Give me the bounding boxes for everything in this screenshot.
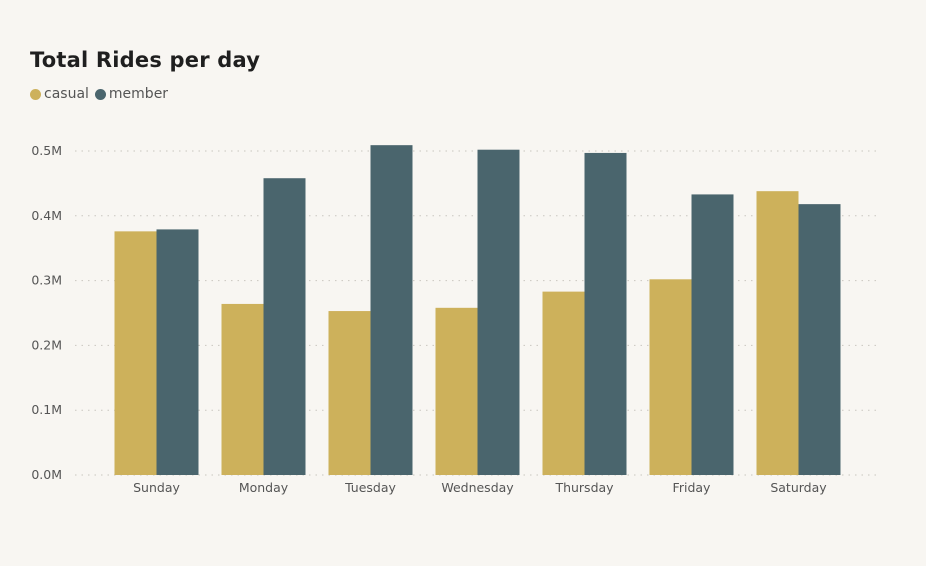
bar-member-saturday [798,204,841,476]
x-tick-label-monday: Monday [239,480,289,495]
x-tick-label-saturday: Saturday [770,480,827,495]
y-tick-label-0: 0.0M [31,467,62,482]
y-tick-label-1: 0.1M [31,402,62,417]
legend: casual member [30,86,174,102]
bar-casual-monday [221,303,264,475]
bar-casual-tuesday [328,311,371,475]
bar-casual-wednesday [435,307,478,475]
bar-casual-sunday [114,231,157,475]
y-tick-label-4: 0.4M [31,208,62,223]
bar-member-sunday [156,229,199,475]
y-tick-label-5: 0.5M [31,143,62,158]
bar-member-monday [263,178,306,475]
legend-item-casual[interactable]: casual [30,86,89,102]
bar-casual-thursday [542,291,585,475]
x-tick-label-thursday: Thursday [554,480,614,495]
x-tick-label-wednesday: Wednesday [441,480,514,495]
legend-swatch-casual [30,88,41,100]
bar-casual-saturday [756,191,799,475]
bar-member-thursday [584,152,627,475]
bar-member-friday [691,194,734,475]
x-tick-label-friday: Friday [673,480,711,495]
chart-title: Total Rides per day [30,48,261,72]
bar-member-tuesday [370,145,413,475]
legend-item-member[interactable]: member [94,86,169,102]
bar-casual-friday [649,279,692,475]
x-tick-label-tuesday: Tuesday [344,480,396,495]
y-tick-label-3: 0.3M [31,273,62,288]
legend-swatch-member [94,88,106,100]
y-tick-label-2: 0.2M [31,337,62,352]
x-tick-label-sunday: Sunday [133,480,180,495]
legend-label-member: member [108,86,169,102]
legend-label-casual: casual [44,86,89,102]
bar-member-wednesday [477,149,520,476]
